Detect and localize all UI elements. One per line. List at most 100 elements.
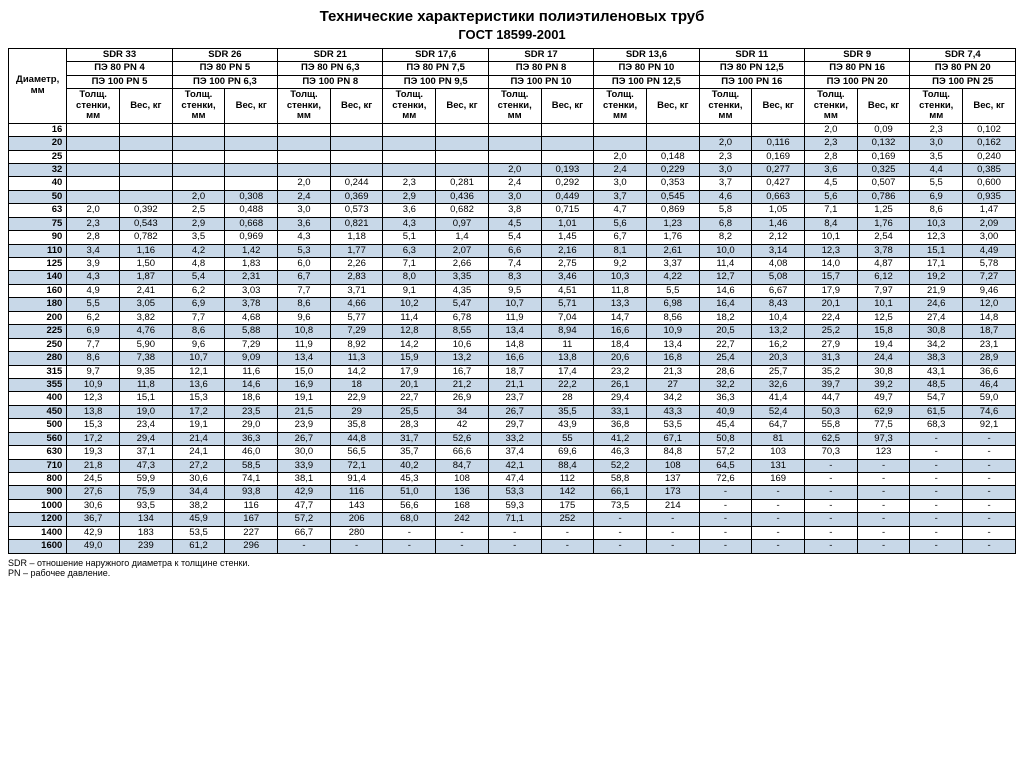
value-cell: 0,169 — [752, 150, 805, 163]
value-cell: 4,08 — [752, 258, 805, 271]
value-cell: 35,2 — [804, 365, 857, 378]
value-cell: 57,2 — [278, 513, 331, 526]
value-cell: 27 — [646, 378, 699, 391]
value-cell — [172, 123, 225, 136]
pe100-header: ПЭ 100 PN 10 — [488, 75, 593, 88]
value-cell: 71,1 — [488, 513, 541, 526]
diameter-cell: 315 — [9, 365, 67, 378]
value-cell: 57,2 — [699, 446, 752, 459]
value-cell: 11,6 — [225, 365, 278, 378]
value-cell — [67, 163, 120, 176]
value-cell: 31,7 — [383, 432, 436, 445]
value-cell: 4,51 — [541, 284, 594, 297]
diameter-cell: 1200 — [9, 513, 67, 526]
diameter-cell: 1600 — [9, 540, 67, 553]
value-cell: - — [963, 513, 1016, 526]
value-cell: 8,1 — [594, 244, 647, 257]
value-cell: 29,4 — [594, 392, 647, 405]
value-cell: 33,9 — [278, 459, 331, 472]
value-cell: 2,3 — [383, 177, 436, 190]
value-cell: 84,8 — [646, 446, 699, 459]
value-cell: 4,5 — [488, 217, 541, 230]
value-cell: 5,5 — [646, 284, 699, 297]
value-cell — [330, 137, 383, 150]
value-cell: 23,7 — [488, 392, 541, 405]
value-cell: 5,3 — [278, 244, 331, 257]
value-cell: 18,2 — [699, 311, 752, 324]
value-cell: - — [857, 473, 910, 486]
value-cell: 39,2 — [857, 378, 910, 391]
thickness-header: Толщ. стенки, мм — [172, 89, 225, 123]
value-cell: 5,6 — [594, 217, 647, 230]
value-cell: 5,1 — [383, 231, 436, 244]
value-cell: 6,8 — [699, 217, 752, 230]
value-cell: 2,0 — [172, 190, 225, 203]
value-cell: 21,8 — [67, 459, 120, 472]
value-cell: 19,3 — [67, 446, 120, 459]
diameter-cell: 25 — [9, 150, 67, 163]
value-cell: 108 — [646, 459, 699, 472]
value-cell: 22,2 — [541, 378, 594, 391]
value-cell: 214 — [646, 499, 699, 512]
sdr-header: SDR 17,6 — [383, 49, 488, 62]
value-cell: 8,4 — [804, 217, 857, 230]
value-cell: 10,4 — [752, 311, 805, 324]
value-cell: 28 — [541, 392, 594, 405]
diameter-cell: 560 — [9, 432, 67, 445]
value-cell: 44,7 — [804, 392, 857, 405]
value-cell: - — [752, 513, 805, 526]
sdr-header: SDR 11 — [699, 49, 804, 62]
value-cell — [699, 123, 752, 136]
value-cell: 36,3 — [699, 392, 752, 405]
value-cell: 66,7 — [278, 526, 331, 539]
value-cell: 47,4 — [488, 473, 541, 486]
value-cell: 3,5 — [910, 150, 963, 163]
value-cell: 13,4 — [646, 338, 699, 351]
thickness-header: Толщ. стенки, мм — [804, 89, 857, 123]
value-cell: 10,1 — [804, 231, 857, 244]
value-cell: 1,16 — [119, 244, 172, 257]
value-cell: 1,23 — [646, 217, 699, 230]
value-cell: 2,0 — [699, 137, 752, 150]
value-cell: 2,66 — [436, 258, 489, 271]
value-cell: 10,6 — [436, 338, 489, 351]
value-cell — [488, 137, 541, 150]
value-cell: 1,77 — [330, 244, 383, 257]
value-cell: 10,2 — [383, 298, 436, 311]
value-cell: 56,5 — [330, 446, 383, 459]
value-cell: 8,43 — [752, 298, 805, 311]
value-cell: 19,4 — [857, 338, 910, 351]
value-cell: 52,6 — [436, 432, 489, 445]
value-cell: - — [804, 526, 857, 539]
diameter-header: Диаметр, мм — [9, 49, 67, 124]
value-cell: 64,5 — [699, 459, 752, 472]
value-cell: 93,8 — [225, 486, 278, 499]
value-cell: 50,3 — [804, 405, 857, 418]
value-cell: 23,2 — [594, 365, 647, 378]
value-cell: 21,3 — [646, 365, 699, 378]
value-cell: 12,8 — [383, 325, 436, 338]
value-cell: 12,3 — [910, 231, 963, 244]
pe100-header: ПЭ 100 PN 20 — [804, 75, 909, 88]
value-cell: 44,8 — [330, 432, 383, 445]
value-cell: 36,8 — [594, 419, 647, 432]
value-cell: 5,5 — [67, 298, 120, 311]
value-cell: 88,4 — [541, 459, 594, 472]
value-cell: 123 — [857, 446, 910, 459]
value-cell: 10,9 — [67, 378, 120, 391]
value-cell: 11,4 — [699, 258, 752, 271]
value-cell: 6,0 — [278, 258, 331, 271]
value-cell: 0,682 — [436, 204, 489, 217]
value-cell: - — [963, 486, 1016, 499]
value-cell: 14,8 — [963, 311, 1016, 324]
value-cell — [225, 150, 278, 163]
value-cell: - — [857, 513, 910, 526]
value-cell: 3,7 — [699, 177, 752, 190]
value-cell — [119, 177, 172, 190]
value-cell: 8,92 — [330, 338, 383, 351]
value-cell — [119, 190, 172, 203]
value-cell: 56,6 — [383, 499, 436, 512]
value-cell: 6,12 — [857, 271, 910, 284]
value-cell: 6,2 — [172, 284, 225, 297]
value-cell: 24,4 — [857, 352, 910, 365]
